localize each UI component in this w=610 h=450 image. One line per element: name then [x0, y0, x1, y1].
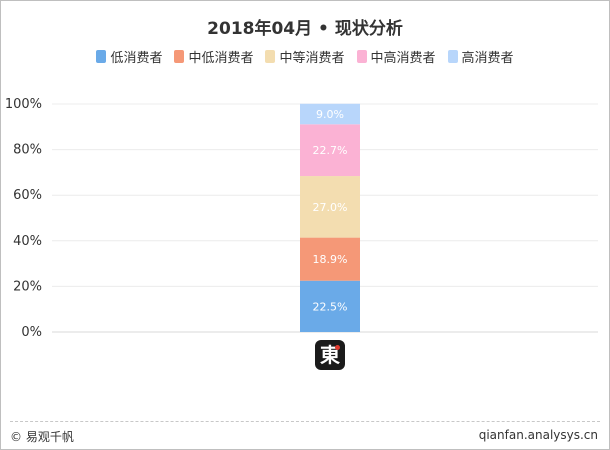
legend-item-mid-high[interactable]: 中高消费者 — [356, 47, 436, 66]
y-tick-label: 0% — [21, 325, 42, 340]
y-tick-label: 20% — [13, 279, 42, 294]
y-tick-label: 100% — [5, 97, 42, 112]
legend-swatch — [447, 50, 458, 63]
legend-swatch — [265, 50, 276, 63]
legend-swatch — [356, 50, 367, 63]
y-tick-label: 60% — [13, 188, 42, 203]
legend-label: 中高消费者 — [370, 51, 436, 66]
copyright-text: © 易观千帆 — [10, 430, 74, 444]
legend-swatch — [96, 50, 107, 63]
legend-label: 高消费者 — [461, 51, 514, 66]
bar-segment[interactable] — [300, 280, 360, 332]
legend-label: 中等消费者 — [279, 51, 345, 66]
data-label: 22.5% — [313, 300, 348, 313]
legend-item-mid-low[interactable]: 中低消费者 — [174, 47, 253, 66]
data-label: 9.0% — [316, 108, 344, 121]
chart-title: 2018年04月 • 现状分析 — [207, 19, 403, 39]
app-logo-dot — [335, 345, 340, 350]
data-label: 22.7% — [313, 144, 348, 157]
footer-divider — [10, 421, 600, 422]
bar-segment[interactable] — [300, 237, 360, 281]
chart-legend: 低消费者 中低消费者 中等消费者 中高消费者 高消费者 — [0, 47, 610, 66]
source-url[interactable]: qianfan.analysys.cn — [478, 428, 598, 442]
app-logo-icon: 東 — [315, 340, 345, 370]
legend-item-mid[interactable]: 中等消费者 — [265, 47, 345, 66]
y-tick-label: 80% — [13, 143, 42, 158]
bar-segment[interactable] — [300, 176, 360, 238]
app-logo-glyph: 東 — [320, 343, 340, 367]
data-label: 18.9% — [313, 253, 348, 266]
legend-item-low[interactable]: 低消费者 — [96, 47, 162, 66]
bar-segment[interactable] — [300, 124, 360, 177]
legend-label: 低消费者 — [110, 51, 163, 66]
legend-label: 中低消费者 — [188, 51, 254, 66]
data-label: 27.0% — [313, 201, 348, 214]
legend-item-high[interactable]: 高消费者 — [447, 47, 514, 66]
bar-segment[interactable] — [300, 103, 360, 125]
y-tick-label: 40% — [13, 234, 42, 249]
legend-swatch — [174, 50, 185, 63]
